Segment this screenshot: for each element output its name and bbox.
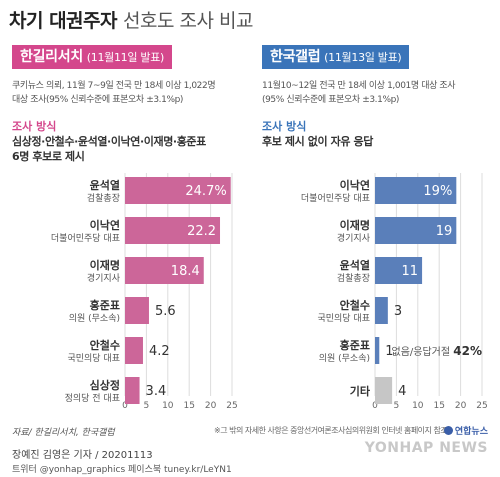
chart-0-bar-5 <box>125 377 140 404</box>
chart-1-category-label-1: 이재명 <box>340 218 370 232</box>
chart-0-x-tick-3: 15 <box>183 401 194 411</box>
chart-1-category-label-3: 안철수 <box>340 298 370 312</box>
chart-1-value-label-1: 19 <box>436 224 453 239</box>
chart-0-bar-3 <box>125 297 149 324</box>
left-description: 심상정·안철수·윤석열·이낙연·이재명·홍준표 6명 후보로 제시 <box>12 134 206 164</box>
page-title: 차기 대권주자 선호도 조사 비교 <box>9 6 253 33</box>
left-methodology-line-2: 대상 조사(95% 신뢰수준에 표본오차 ±3.1%p) <box>12 95 184 105</box>
yonhap-logo-text: 연합뉴스 <box>454 427 488 437</box>
chart-1-bar-3 <box>375 297 388 324</box>
chart-0-value-label-3: 5.6 <box>155 304 176 319</box>
yonhap-logo-icon <box>443 426 453 435</box>
chart-1-value-label-0: 19% <box>423 184 452 199</box>
title-main: 차기 대권주자 <box>9 10 118 32</box>
chart-0-category-label-2: 이재명 <box>90 258 120 272</box>
right-section-label: 조사 방식 <box>262 120 307 133</box>
chart-0-category-label-3: 홍준표 <box>90 298 120 312</box>
right-methodology-line-1: 11월10~12일 전국 만 18세 이상 1,001명 대상 조사 <box>262 81 456 91</box>
chart-0-value-label-4: 4.2 <box>149 344 170 359</box>
chart-0-value-label-2: 18.4 <box>171 264 200 279</box>
reference-note: ※그 밖의 자세한 사항은 중앙선거여론조사심의위원회 인터넷 홈페이지 참조 <box>214 426 448 435</box>
chart-1-annotation: 없음/응답거절 42% <box>392 344 482 358</box>
chart-1-bar-4 <box>375 337 380 364</box>
chart-0-subtitle-label-1: 더불어민주당 대표 <box>51 233 120 244</box>
right-methodology-line-2: (95% 신뢰수준에 표본오차 ±3.1%p) <box>262 95 400 105</box>
chart-1-subtitle-label-0: 더불어민주당 대표 <box>301 193 370 204</box>
source-note: 자료/ 한길리서치, 한국갤럽 <box>12 428 115 438</box>
chart-0-subtitle-label-0: 검찰총장 <box>87 192 120 204</box>
chart-1-annotation-value: 42% <box>453 344 482 358</box>
chart-1-x-tick-1: 5 <box>394 401 400 411</box>
chart-0-category-label-4: 안철수 <box>90 338 120 352</box>
chart-1-value-label-5: 4 <box>398 384 406 399</box>
chart-1-annotation-label: 없음/응답거절 <box>392 345 454 358</box>
chart-1-bar-1 <box>375 217 457 244</box>
chart-0-x-tick-0: 0 <box>122 401 128 411</box>
right-description-line-1: 후보 제시 없이 자유 응답 <box>262 135 373 148</box>
watermark: YONHAP NEWS <box>364 440 488 456</box>
chart-0-bar-4 <box>125 337 143 364</box>
chart-1-value-label-2: 11 <box>402 264 419 279</box>
chart-0-bar-1 <box>125 217 221 244</box>
chart-0-x-tick-1: 5 <box>144 401 150 411</box>
chart-1-subtitle-label-3: 국민의당 대표 <box>317 313 370 324</box>
chart-1-category-label-0: 이낙연 <box>340 178 370 192</box>
chart-1-x-tick-0: 0 <box>372 401 378 411</box>
title-sub: 선호도 조사 비교 <box>123 10 253 32</box>
right-methodology: 11월10~12일 전국 만 18세 이상 1,001명 대상 조사 (95% … <box>262 79 456 107</box>
chart-0-subtitle-label-3: 의원 (무소속) <box>69 313 120 324</box>
chart-1-subtitle-label-2: 검찰총장 <box>337 272 370 284</box>
right-header-name: 한국갤럽 <box>270 49 321 65</box>
left-header-name: 한길리서치 <box>20 49 83 65</box>
chart-0-x-tick-5: 25 <box>226 401 237 411</box>
chart-0-category-label-5: 심상정 <box>90 378 120 392</box>
right-description: 후보 제시 없이 자유 응답 <box>262 134 373 149</box>
chart-1-category-label-5: 기타 <box>350 384 371 398</box>
chart-0-subtitle-label-2: 경기지사 <box>87 272 121 284</box>
left-methodology: 쿠키뉴스 의뢰, 11월 7~9일 전국 만 18세 이상 1,022명 대상 … <box>12 79 216 107</box>
chart-0-value-label-1: 22.2 <box>187 224 216 239</box>
chart-0-category-label-1: 이낙연 <box>90 218 120 232</box>
right-header-date: (11월13일 발표) <box>324 51 402 64</box>
chart-1-category-label-2: 윤석열 <box>340 258 370 272</box>
chart-1-x-tick-2: 10 <box>412 401 424 411</box>
left-section-label: 조사 방식 <box>12 120 57 133</box>
chart-1-bar-5 <box>375 377 393 404</box>
chart-0-value-label-0: 24.7% <box>185 184 226 199</box>
left-methodology-line-1: 쿠키뉴스 의뢰, 11월 7~9일 전국 만 18세 이상 1,022명 <box>12 81 216 91</box>
chart-1-x-tick-4: 20 <box>455 401 467 411</box>
chart-0-x-tick-4: 20 <box>205 401 217 411</box>
chart-0-category-label-0: 윤석열 <box>90 178 120 192</box>
left-panel-header: 한길리서치 (11월11일 발표) <box>12 45 173 69</box>
chart-0-subtitle-label-4: 국민의당 대표 <box>67 353 120 364</box>
chart-1-value-label-4: 1 <box>385 344 393 359</box>
chart-0-bar-2 <box>125 257 204 284</box>
byline: 장예진 김영은 기자 / 20201113 <box>12 450 153 461</box>
chart-1-subtitle-label-4: 의원 (무소속) <box>319 353 370 364</box>
chart-1-category-label-4: 홍준표 <box>340 338 370 352</box>
chart-0-subtitle-label-5: 정의당 전 대표 <box>65 393 120 404</box>
left-header-date: (11월11일 발표) <box>86 51 165 64</box>
chart-0-value-label-5: 3.4 <box>146 384 167 399</box>
chart-1-bar-2 <box>375 257 423 284</box>
right-panel-header: 한국갤럽 (11월13일 발표) <box>262 45 410 69</box>
chart-1-bar-0 <box>375 177 457 204</box>
chart-0-x-tick-2: 10 <box>162 401 174 411</box>
left-description-line-2: 6명 후보로 제시 <box>12 150 85 163</box>
social-links: 트위터 @yonhap_graphics 페이스북 tuney.kr/LeYN1 <box>12 465 232 475</box>
chart-0-bar-0 <box>125 177 231 204</box>
yonhap-logo: 연합뉴스 <box>443 424 488 437</box>
chart-1-value-label-3: 3 <box>394 304 402 319</box>
left-description-line-1: 심상정·안철수·윤석열·이낙연·이재명·홍준표 <box>12 135 206 148</box>
chart-1-subtitle-label-1: 경기지사 <box>337 232 371 244</box>
chart-1-x-tick-3: 15 <box>433 401 444 411</box>
chart-1-x-tick-5: 25 <box>476 401 487 411</box>
